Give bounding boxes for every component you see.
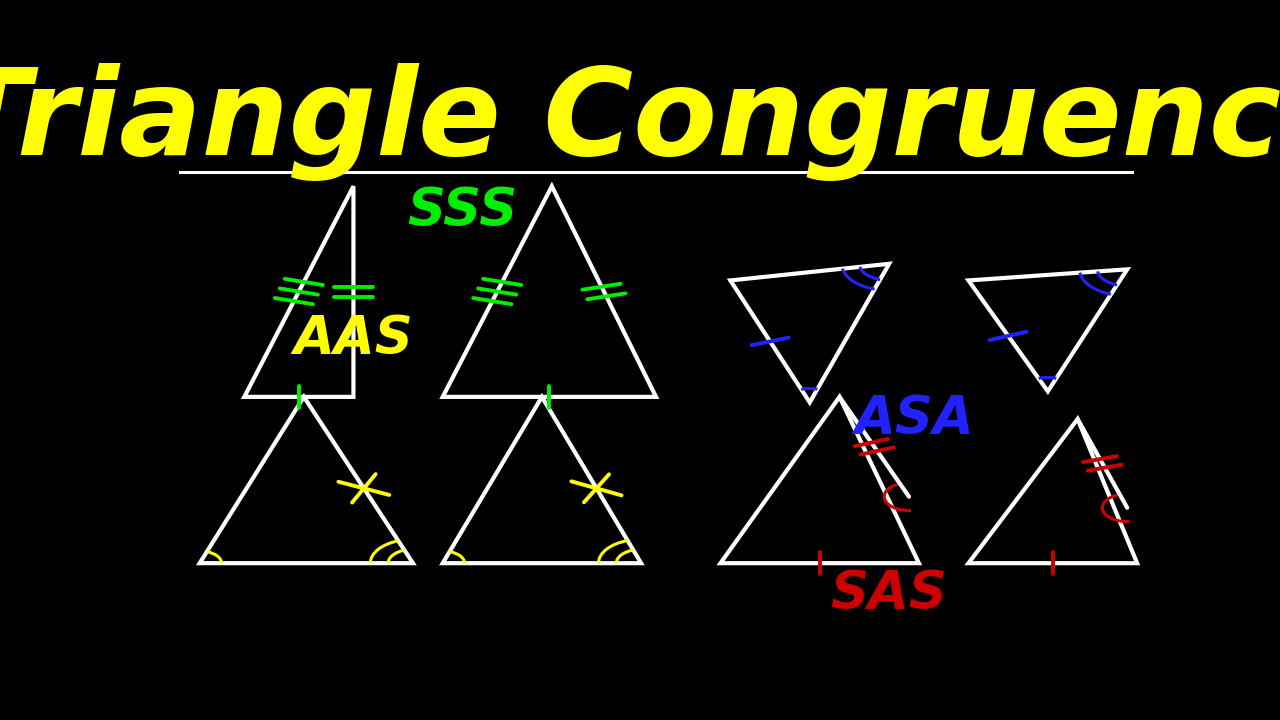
Text: AAS: AAS — [293, 312, 413, 364]
Text: SSS: SSS — [407, 185, 517, 237]
Text: SAS: SAS — [831, 567, 947, 620]
Text: Triangle Congruence: Triangle Congruence — [0, 63, 1280, 181]
Text: ASA: ASA — [854, 393, 974, 445]
